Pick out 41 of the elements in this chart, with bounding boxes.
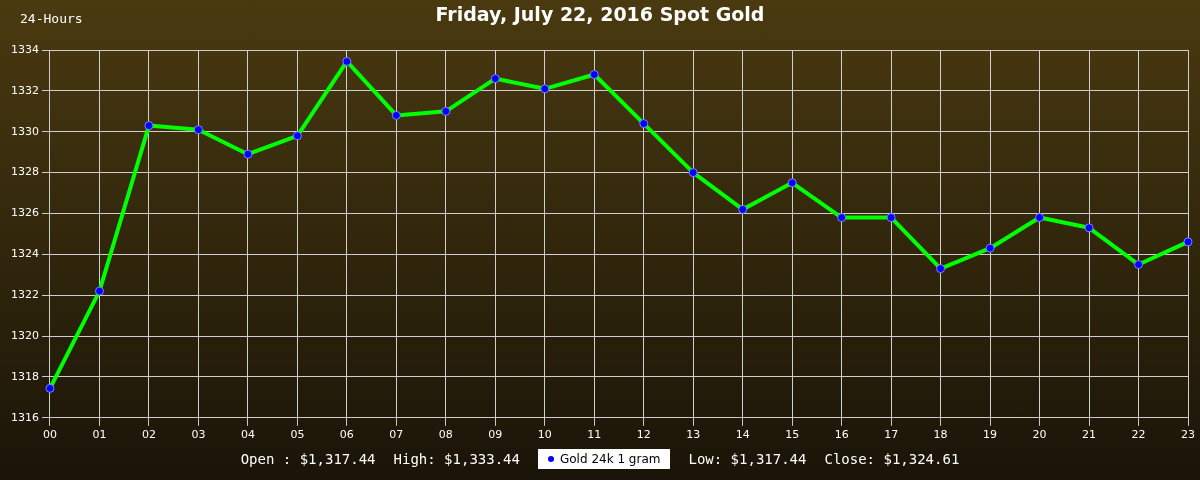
x-tick-label: 12 xyxy=(636,428,651,442)
x-tick-label: 09 xyxy=(488,428,503,442)
legend-label: Gold 24k 1 gram xyxy=(559,452,661,466)
y-tick-label: 1324 xyxy=(10,247,39,261)
x-tick-label: 19 xyxy=(983,428,998,442)
x-tick-label: 04 xyxy=(240,428,255,442)
x-tick-label: 23 xyxy=(1181,428,1195,442)
text: Close: $1,324.61 xyxy=(824,451,960,467)
y-tick-label: 1330 xyxy=(10,124,39,138)
y-tick-label: 1326 xyxy=(10,206,39,220)
text: Open : $1,317.44 xyxy=(240,451,376,467)
y-tick-label: 1328 xyxy=(10,165,39,179)
x-tick-label: 20 xyxy=(1032,428,1047,442)
x-tick-label: 00 xyxy=(42,428,57,442)
x-tick-label: 18 xyxy=(933,428,948,442)
chart-title: Friday, July 22, 2016 Spot Gold xyxy=(435,3,765,25)
x-tick-label: 21 xyxy=(1082,428,1097,442)
y-tick-label: 1322 xyxy=(10,288,39,302)
x-tick-label: 07 xyxy=(389,428,404,442)
y-tick-label: 1332 xyxy=(10,83,39,97)
x-tick-label: 06 xyxy=(339,428,354,442)
x-tick-label: 22 xyxy=(1131,428,1146,442)
y-tick-label: 1334 xyxy=(10,42,39,56)
y-tick-label: 1318 xyxy=(10,369,39,383)
x-tick-label: 11 xyxy=(587,428,602,442)
x-tick-label: 14 xyxy=(735,428,750,442)
x-tick-label: 13 xyxy=(686,428,701,442)
x-tick-label: 17 xyxy=(884,428,899,442)
x-tick-label: 08 xyxy=(438,428,453,442)
y-tick-label: 1316 xyxy=(10,410,39,424)
y-tick-label: 1320 xyxy=(10,328,39,342)
x-tick-label: 10 xyxy=(537,428,552,442)
text: 24-Hours xyxy=(20,11,83,26)
text: High: $1,333.44 xyxy=(393,451,520,467)
x-tick-label: 01 xyxy=(92,428,107,442)
x-tick-label: 16 xyxy=(834,428,849,442)
x-tick-label: 02 xyxy=(141,428,156,442)
x-tick-label: 05 xyxy=(290,428,305,442)
text: Low: $1,317.44 xyxy=(688,451,807,467)
x-tick-label: 03 xyxy=(191,428,206,442)
x-tick-label: 15 xyxy=(785,428,800,442)
